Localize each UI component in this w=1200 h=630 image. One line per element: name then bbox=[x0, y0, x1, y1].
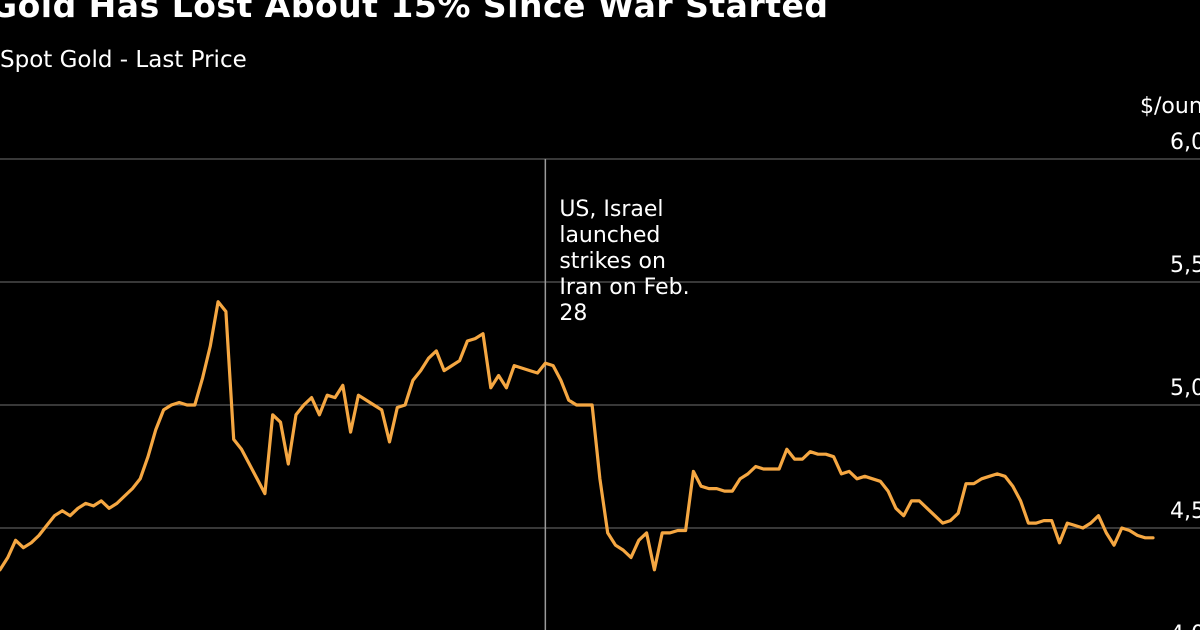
annotation-line: launched bbox=[559, 223, 660, 248]
y-tick-label: 5,000 bbox=[1170, 376, 1200, 401]
annotation-line: Iran on Feb. bbox=[559, 275, 689, 300]
annotation-line: 28 bbox=[559, 301, 587, 326]
annotation-line: US, Israel bbox=[559, 197, 663, 222]
y-tick-label: 6,000 bbox=[1170, 130, 1200, 155]
chart-title: Gold Has Lost About 15% Since War Starte… bbox=[0, 0, 829, 25]
y-tick-label: 5,500 bbox=[1170, 253, 1200, 278]
y-axis-ticks: 6,000 5,500 5,000 4,500 4,000 bbox=[1170, 130, 1200, 630]
grid-lines bbox=[0, 158, 1200, 529]
annotation-line: strikes on bbox=[559, 249, 666, 274]
chart-subtitle: Spot Gold - Last Price bbox=[0, 47, 247, 73]
y-axis-unit-label: $/ounce bbox=[1140, 94, 1200, 119]
y-tick-label: 4,500 bbox=[1170, 499, 1200, 524]
spot-gold-line bbox=[0, 300, 1155, 572]
series-lines bbox=[0, 300, 1155, 572]
y-tick-label: 4,000 bbox=[1170, 622, 1200, 630]
